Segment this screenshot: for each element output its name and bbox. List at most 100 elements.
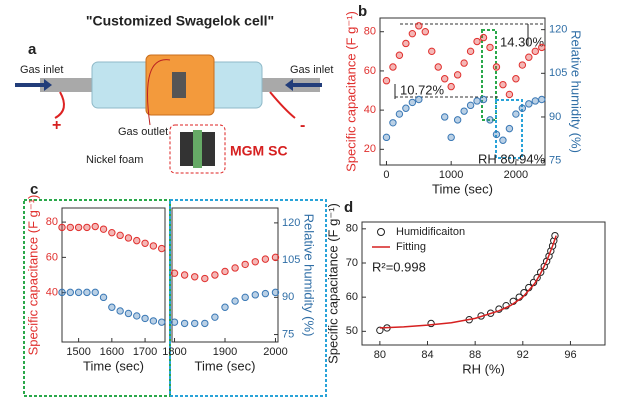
data-point [538, 43, 546, 52]
annotation: 10.72% [400, 82, 445, 97]
data-point [133, 312, 141, 320]
data-point [201, 274, 209, 283]
panel-label: a [28, 41, 37, 58]
data-point [402, 39, 410, 48]
diagram: a "Customized Swagelok cell" Gas inlet G… [15, 13, 333, 174]
data-point [83, 288, 91, 297]
data-point [473, 97, 481, 105]
data-point [241, 293, 249, 302]
data-point [512, 110, 520, 118]
data-point [157, 318, 166, 326]
data-point [141, 314, 149, 323]
data-point [261, 255, 270, 263]
y2-tick-label: 90 [282, 291, 294, 303]
data-point [116, 231, 124, 240]
y2-tick-label: 90 [549, 111, 561, 123]
data-point [58, 223, 66, 232]
y-axis-label: Specific capacitance (F g⁻¹) [25, 195, 40, 356]
data-point [505, 124, 514, 133]
reference-arrow [394, 24, 529, 99]
data-point [191, 319, 199, 328]
highlight-box [495, 99, 523, 159]
x-tick-label: 0 [383, 169, 389, 181]
x-tick-label: 1700 [133, 346, 157, 358]
y-tick-label: 80 [364, 26, 376, 38]
data-point [441, 113, 449, 121]
x-tick-label: 80 [374, 349, 386, 361]
data-point [149, 242, 158, 250]
data-point [531, 97, 539, 105]
x-axis-label: Time (sec) [83, 358, 144, 373]
data-point [492, 130, 501, 139]
data-point [395, 51, 404, 59]
data-point [466, 101, 475, 110]
data-point [91, 288, 99, 297]
x-tick-label: 1800 [162, 346, 186, 358]
zoom-box [169, 124, 226, 174]
annotation: R²=0.998 [372, 259, 426, 274]
y-tick-label: 80 [346, 223, 358, 235]
data-point [389, 119, 397, 127]
plot-frame [61, 207, 166, 343]
data-point [473, 37, 481, 46]
annotation: 14.30% [500, 34, 545, 49]
legend-swatch [377, 228, 385, 236]
y-tick-label: 20 [364, 143, 376, 155]
data-point [251, 291, 259, 299]
reference-line [395, 23, 545, 98]
data-point [441, 75, 449, 83]
data-point [421, 28, 429, 36]
data-point [99, 293, 108, 302]
data-point [170, 318, 179, 326]
data-point [492, 63, 501, 71]
data-point [124, 234, 133, 242]
x-axis-label: RH (%) [462, 361, 505, 376]
y-tick-label: 50 [346, 325, 358, 337]
data-point [486, 116, 494, 124]
data-point [251, 258, 259, 266]
data-point [389, 63, 397, 71]
data-point [415, 95, 423, 104]
data-point [499, 136, 507, 144]
data-point [408, 29, 417, 38]
data-point [180, 271, 189, 279]
data-point [538, 95, 546, 104]
data-point [211, 271, 219, 279]
electrode [172, 72, 186, 98]
plot-frame [379, 17, 546, 166]
x-tick-label: 1500 [66, 346, 90, 358]
data-point [453, 71, 462, 79]
data-point [486, 43, 494, 52]
data-point [518, 61, 527, 69]
data-point [74, 288, 83, 297]
panel-label: b [358, 3, 367, 20]
data-point [157, 244, 166, 253]
annotation: RH 80-94% [478, 151, 546, 166]
y2-tick-label: 120 [549, 24, 567, 36]
data-point [479, 95, 488, 104]
y-tick-label: 40 [364, 104, 376, 116]
y2-tick-label: 105 [549, 67, 567, 79]
data-point [201, 319, 209, 328]
data-point [83, 223, 91, 232]
y2-axis-label: Relative humidity (%) [569, 30, 584, 153]
y-tick-label: 60 [46, 251, 58, 263]
data-point [231, 264, 239, 272]
data-point [415, 22, 423, 30]
data-point [74, 223, 83, 232]
legend-label: Fitting [396, 241, 426, 253]
data-point [434, 63, 442, 71]
data-point [66, 223, 75, 232]
data-point [271, 288, 280, 297]
data-point [261, 289, 270, 298]
x-tick-label: 2000 [504, 169, 528, 181]
data-point [108, 303, 116, 311]
data-point [99, 225, 108, 233]
data-point [124, 309, 133, 318]
data-point [531, 47, 539, 56]
data-point [525, 53, 533, 61]
data-point [460, 59, 468, 67]
data-point [141, 239, 149, 247]
data-point [447, 82, 455, 91]
